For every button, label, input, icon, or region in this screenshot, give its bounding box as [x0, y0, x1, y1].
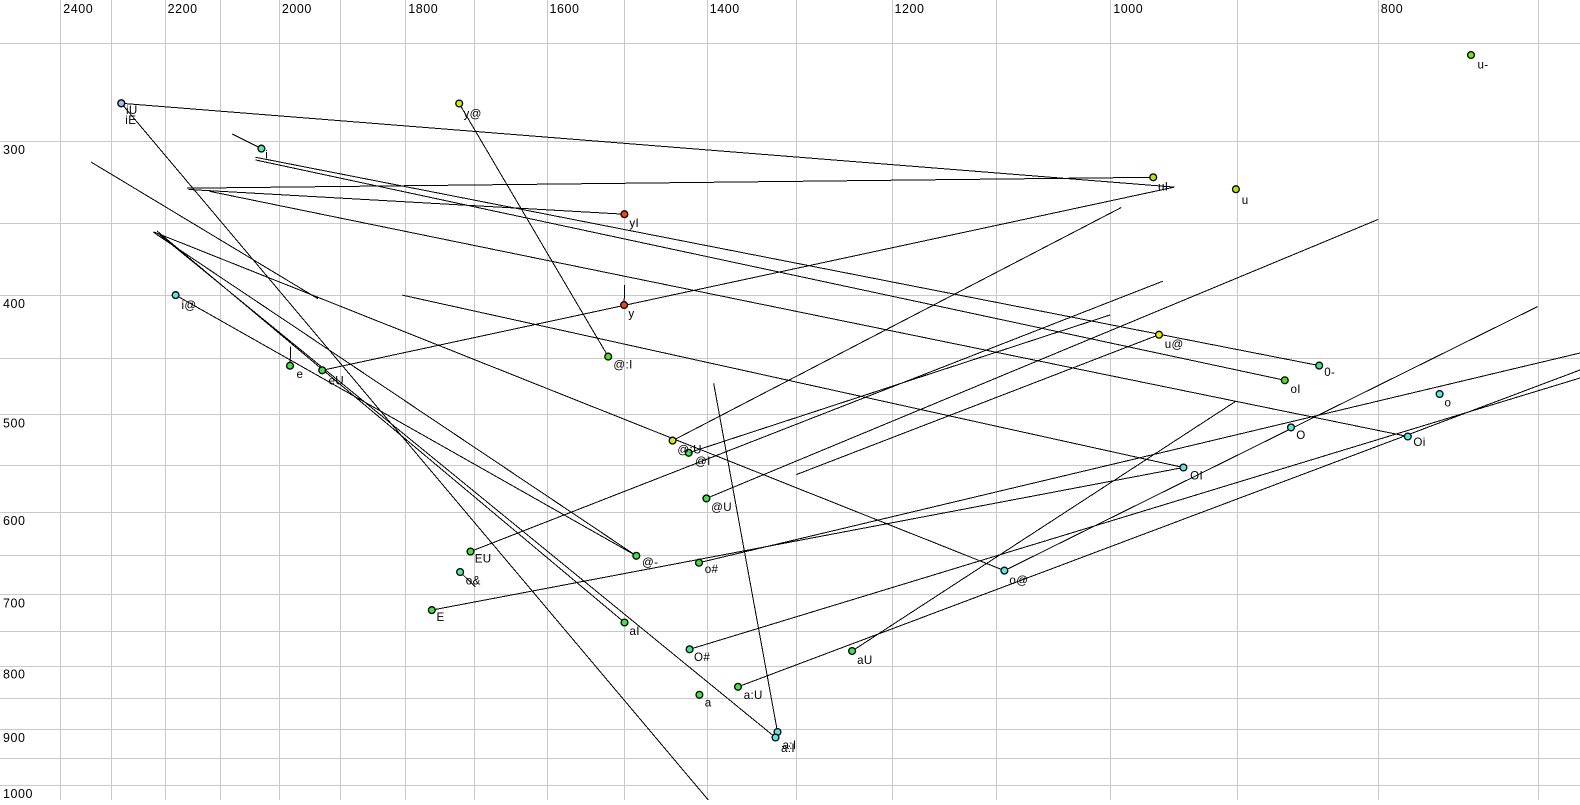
svg-text:a:I: a:I: [783, 739, 797, 752]
svg-text:y@: y@: [464, 108, 482, 121]
svg-text:o@: o@: [1009, 574, 1028, 587]
svg-text:a:U: a:U: [744, 689, 763, 702]
svg-text:u-: u-: [1478, 59, 1489, 72]
svg-text:yI: yI: [629, 217, 639, 230]
svg-text:1000: 1000: [3, 787, 33, 800]
svg-text:OI: OI: [1190, 470, 1203, 483]
svg-text:eU: eU: [329, 375, 345, 388]
svg-text:400: 400: [3, 297, 26, 311]
svg-text:500: 500: [3, 416, 26, 430]
svg-text:iU: iU: [126, 104, 138, 117]
svg-text:e: e: [297, 368, 304, 381]
svg-text:1000: 1000: [1113, 2, 1143, 16]
svg-text:u@: u@: [1165, 338, 1184, 351]
svg-text:E: E: [437, 611, 445, 624]
svg-text:1400: 1400: [710, 2, 740, 16]
svg-text:Oi: Oi: [1413, 436, 1425, 449]
svg-text:aU: aU: [857, 654, 873, 667]
svg-text:o&: o&: [466, 575, 481, 588]
svg-text:2400: 2400: [63, 2, 93, 16]
svg-text:@:U: @:U: [677, 444, 701, 457]
svg-text:1200: 1200: [895, 2, 925, 16]
svg-text:@:I: @:I: [613, 358, 632, 371]
svg-text:700: 700: [3, 596, 26, 610]
svg-text:800: 800: [3, 668, 26, 682]
svg-text:1800: 1800: [408, 2, 438, 16]
svg-text:iE: iE: [125, 114, 136, 127]
svg-text:1600: 1600: [550, 2, 580, 16]
svg-text:O: O: [1296, 429, 1305, 442]
svg-text:EU: EU: [475, 553, 492, 566]
svg-text:800: 800: [1381, 2, 1404, 16]
svg-text:0-: 0-: [1324, 366, 1335, 379]
svg-text:600: 600: [3, 514, 26, 528]
svg-text:a:I: a:I: [781, 742, 795, 755]
svg-text:i: i: [265, 148, 268, 161]
svg-text:@U: @U: [711, 501, 732, 514]
svg-text:@-: @-: [642, 556, 658, 569]
svg-text:o: o: [1445, 397, 1452, 410]
svg-text:oI: oI: [1291, 383, 1301, 396]
svg-text:300: 300: [3, 143, 26, 157]
svg-text:900: 900: [3, 731, 26, 745]
svg-text:a: a: [705, 696, 712, 709]
svg-text:i@: i@: [182, 299, 197, 312]
svg-text:o#: o#: [705, 563, 719, 576]
svg-text:aI: aI: [630, 625, 640, 638]
svg-text:2200: 2200: [168, 2, 198, 16]
svg-text:O#: O#: [694, 651, 710, 664]
svg-text:y: y: [628, 308, 634, 321]
svg-text:uI: uI: [1158, 181, 1168, 194]
svg-text:2000: 2000: [282, 2, 312, 16]
svg-text:u: u: [1242, 194, 1249, 207]
svg-text:@I: @I: [695, 455, 711, 468]
